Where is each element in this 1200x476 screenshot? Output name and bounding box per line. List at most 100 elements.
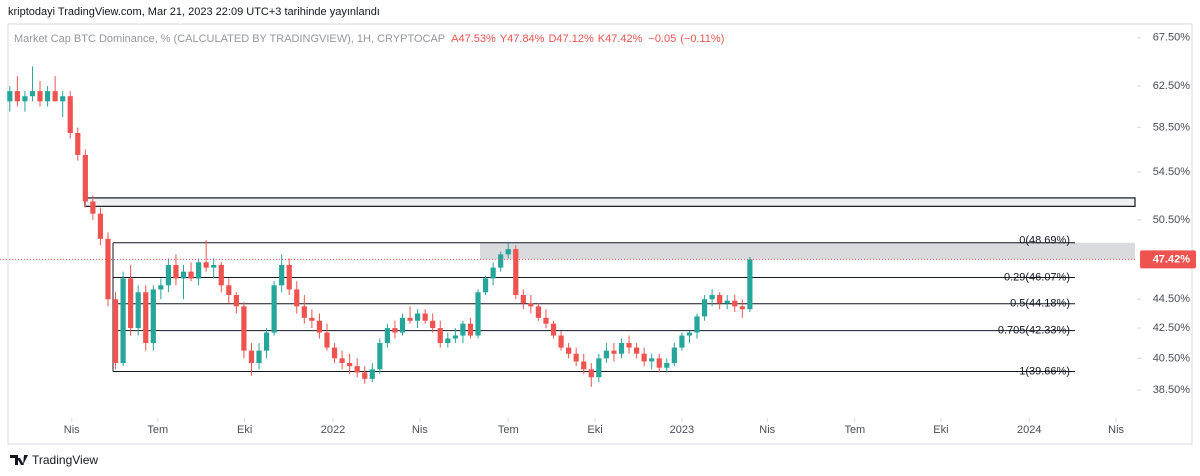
candle-body (331, 347, 338, 359)
candle-body (422, 313, 428, 321)
symbol-title: Market Cap BTC Dominance, % (CALCULATED … (14, 33, 445, 45)
candle-body (52, 91, 58, 102)
candle-body (528, 303, 534, 307)
candle-body (747, 259, 753, 310)
candle-body (588, 369, 594, 378)
candle-body (286, 264, 292, 290)
candle-body (739, 306, 745, 310)
candle-body (301, 306, 307, 318)
candle-body (29, 91, 36, 97)
candle-body (482, 278, 489, 293)
candle-body (732, 300, 738, 307)
candle-body (543, 317, 549, 324)
y-tick-label: 50.50% (1153, 214, 1191, 226)
candle-body (701, 299, 708, 317)
candle-body (664, 363, 670, 368)
candle-body (180, 271, 187, 279)
candle-body (37, 91, 43, 102)
candle-body (226, 285, 232, 296)
fib-label: 0.5(44.18%) (1010, 298, 1070, 310)
candle-body (520, 295, 526, 304)
candle-body (82, 154, 88, 202)
candle-body (294, 289, 300, 307)
candle-body (633, 347, 640, 354)
candle-body (671, 347, 677, 364)
x-tick-label: Nis (64, 424, 80, 436)
candle-body (535, 306, 542, 318)
candle-body (656, 358, 662, 368)
candle-body (75, 132, 81, 155)
candle-body (445, 338, 451, 344)
x-tick-label: Tem (844, 424, 865, 436)
candle-body (97, 213, 104, 239)
candle-body (679, 335, 685, 348)
candle-body (173, 264, 179, 279)
candles (7, 66, 753, 387)
brand-name: TradingView (32, 453, 98, 467)
candle-body (143, 292, 149, 344)
candle-body (694, 316, 700, 333)
x-tick-label: 2023 (670, 424, 694, 436)
candle-body (120, 278, 126, 364)
candle-body (407, 317, 413, 321)
candle-body (505, 249, 511, 255)
candle-body (218, 264, 224, 286)
candle-body (188, 271, 194, 279)
x-tick-label: Eki (933, 424, 948, 436)
candle-body (339, 358, 345, 364)
published-note: kriptodayi TradingView.com, Mar 21, 2023… (8, 6, 380, 18)
candle-body (309, 317, 315, 321)
candle-body (611, 350, 617, 354)
candle-body (399, 317, 406, 333)
candle-body (649, 358, 655, 362)
ohlc-value: K47.42% (598, 33, 643, 45)
candle-body (44, 91, 51, 102)
x-tick-label: Nis (759, 424, 775, 436)
candle-body (354, 366, 360, 373)
y-tick-label: 54.50% (1153, 166, 1191, 178)
candle-body (618, 343, 625, 354)
candle-body (709, 295, 715, 300)
y-tick-label: 58.50% (1153, 121, 1191, 133)
x-tick-label: Tem (498, 424, 519, 436)
candle-body (128, 278, 134, 329)
x-tick-label: 2022 (321, 424, 345, 436)
candle-body (90, 201, 96, 214)
candle-body (347, 363, 353, 367)
candle-body (724, 300, 730, 304)
candle-body (256, 350, 262, 364)
ohlc-value: Y47.84% (500, 33, 545, 45)
ohlc-value: A47.53% (451, 33, 496, 45)
change-value: −0.05 (648, 33, 676, 45)
candle-body (626, 343, 632, 348)
candle-body (490, 267, 496, 279)
candle-body (150, 289, 156, 344)
candle-body (196, 262, 202, 279)
legend-bar: Market Cap BTC Dominance, % (CALCULATED … (14, 33, 724, 45)
candle-body (233, 295, 239, 307)
candle-body (263, 332, 270, 351)
candle-body (498, 254, 504, 268)
ohlc-value: D47.12% (548, 33, 593, 45)
candle-body (203, 262, 209, 268)
candle-body (105, 238, 111, 300)
candle-body (475, 292, 481, 336)
candle-body (377, 343, 383, 370)
candle-body (550, 323, 557, 336)
y-tick-label: 40.50% (1153, 352, 1191, 364)
change-value: (−0.11%) (680, 33, 724, 45)
y-tick-label: 67.50% (1153, 32, 1191, 44)
x-tick-label: Nis (1108, 424, 1124, 436)
zone (480, 242, 1135, 260)
candle-body (513, 249, 519, 296)
candle-body (603, 350, 609, 359)
candle-body (14, 91, 20, 102)
candle-body (362, 372, 368, 379)
candle-body (581, 361, 587, 370)
candle-body (573, 353, 579, 362)
fib-label: 1(39.66%) (1019, 365, 1070, 377)
candle-body (271, 285, 277, 333)
candle-body (558, 335, 564, 348)
candle-body (158, 285, 164, 290)
candle-body (596, 358, 602, 378)
